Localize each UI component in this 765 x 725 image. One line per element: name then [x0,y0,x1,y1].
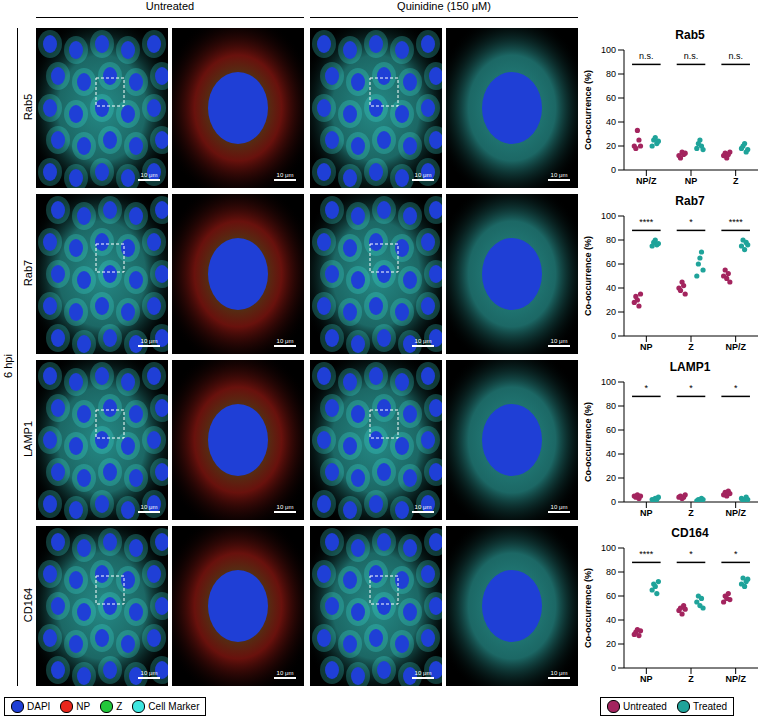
svg-text:10 μm: 10 μm [277,172,294,178]
svg-text:40: 40 [606,117,616,127]
svg-text:60: 60 [606,93,616,103]
svg-text:10 μm: 10 μm [551,670,568,676]
svg-text:*: * [734,549,738,559]
html-text:6 hpi: 6 hpi [2,354,14,378]
svg-text:60: 60 [606,591,616,601]
html-text:Z: Z [116,701,123,712]
html-text:CD164: CD164 [22,587,34,623]
svg-text:NP: NP [640,342,653,352]
svg-text:10 μm: 10 μm [277,338,294,344]
svg-text:Z: Z [688,674,694,684]
html-text:Quinidine (150 μM): Quinidine (150 μM) [397,0,491,12]
html-text:NP: NP [76,701,91,712]
svg-text:10 μm: 10 μm [551,338,568,344]
svg-text:80: 80 [606,235,616,245]
svg-text:10 μm: 10 μm [415,338,432,344]
html-text:CD164: CD164 [671,526,709,540]
svg-text:10 μm: 10 μm [415,172,432,178]
svg-text:Co-occurrence (%): Co-occurrence (%) [583,402,593,482]
html-text:Untreated: Untreated [145,0,195,12]
svg-text:Co-occurrence (%): Co-occurrence (%) [583,568,593,648]
svg-text:0: 0 [611,663,616,673]
svg-text:*: * [689,217,693,227]
svg-text:10 μm: 10 μm [141,670,158,676]
svg-text:0: 0 [611,497,616,507]
svg-text:10 μm: 10 μm [141,172,158,178]
svg-text:10 μm: 10 μm [551,504,568,510]
svg-text:80: 80 [606,69,616,79]
html-text:Untreated: Untreated [623,701,667,712]
svg-text:Z: Z [688,508,694,518]
svg-text:40: 40 [606,449,616,459]
svg-text:100: 100 [601,45,616,55]
svg-text:Co-occurrence (%): Co-occurrence (%) [583,236,593,316]
svg-text:20: 20 [606,639,616,649]
svg-text:10 μm: 10 μm [415,670,432,676]
svg-text:10 μm: 10 μm [277,504,294,510]
svg-text:n.s.: n.s. [639,51,654,61]
html-text:DAPI: DAPI [27,701,51,712]
svg-text:20: 20 [606,473,616,483]
html-text:Rab5: Rab5 [675,28,705,42]
svg-text:20: 20 [606,307,616,317]
svg-text:60: 60 [606,425,616,435]
svg-text:10 μm: 10 μm [141,504,158,510]
svg-text:Z: Z [688,342,694,352]
svg-text:****: **** [639,217,654,227]
svg-text:0: 0 [611,331,616,341]
svg-text:*: * [689,383,693,393]
svg-text:NP: NP [685,176,698,186]
svg-text:40: 40 [606,615,616,625]
svg-text:80: 80 [606,567,616,577]
svg-text:*: * [689,549,693,559]
html-text:Treated: Treated [692,701,727,712]
svg-text:10 μm: 10 μm [141,338,158,344]
svg-text:NP/Z: NP/Z [725,674,746,684]
svg-text:NP/Z: NP/Z [725,508,746,518]
svg-text:Z: Z [733,176,739,186]
svg-text:20: 20 [606,141,616,151]
html-text:Rab5: Rab5 [22,93,34,121]
html-text:Rab7: Rab7 [675,194,705,208]
svg-text:80: 80 [606,401,616,411]
svg-text:40: 40 [606,283,616,293]
html-text:LAMP1: LAMP1 [669,360,711,374]
svg-text:n.s.: n.s. [728,51,743,61]
svg-text:NP/Z: NP/Z [725,342,746,352]
svg-text:10 μm: 10 μm [551,172,568,178]
svg-text:****: **** [729,217,744,227]
html-text:LAMP1: LAMP1 [22,421,34,457]
svg-text:*: * [645,383,649,393]
html-text:Rab7: Rab7 [22,259,34,287]
svg-text:0: 0 [611,165,616,175]
svg-text:10 μm: 10 μm [415,504,432,510]
svg-text:60: 60 [606,259,616,269]
svg-text:NP/Z: NP/Z [636,176,657,186]
svg-text:Co-occurrence (%): Co-occurrence (%) [583,70,593,150]
svg-text:100: 100 [601,211,616,221]
svg-text:n.s.: n.s. [684,51,699,61]
svg-text:NP: NP [640,508,653,518]
svg-text:NP: NP [640,674,653,684]
svg-text:100: 100 [601,377,616,387]
svg-text:****: **** [639,549,654,559]
svg-text:10 μm: 10 μm [277,670,294,676]
svg-text:*: * [734,383,738,393]
svg-text:100: 100 [601,543,616,553]
html-text:Cell Marker: Cell Marker [148,701,200,712]
